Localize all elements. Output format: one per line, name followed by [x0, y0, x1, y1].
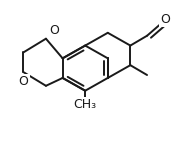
Text: O: O [18, 75, 28, 88]
Text: O: O [160, 13, 170, 26]
Text: CH₃: CH₃ [74, 98, 97, 111]
Text: O: O [49, 24, 59, 37]
